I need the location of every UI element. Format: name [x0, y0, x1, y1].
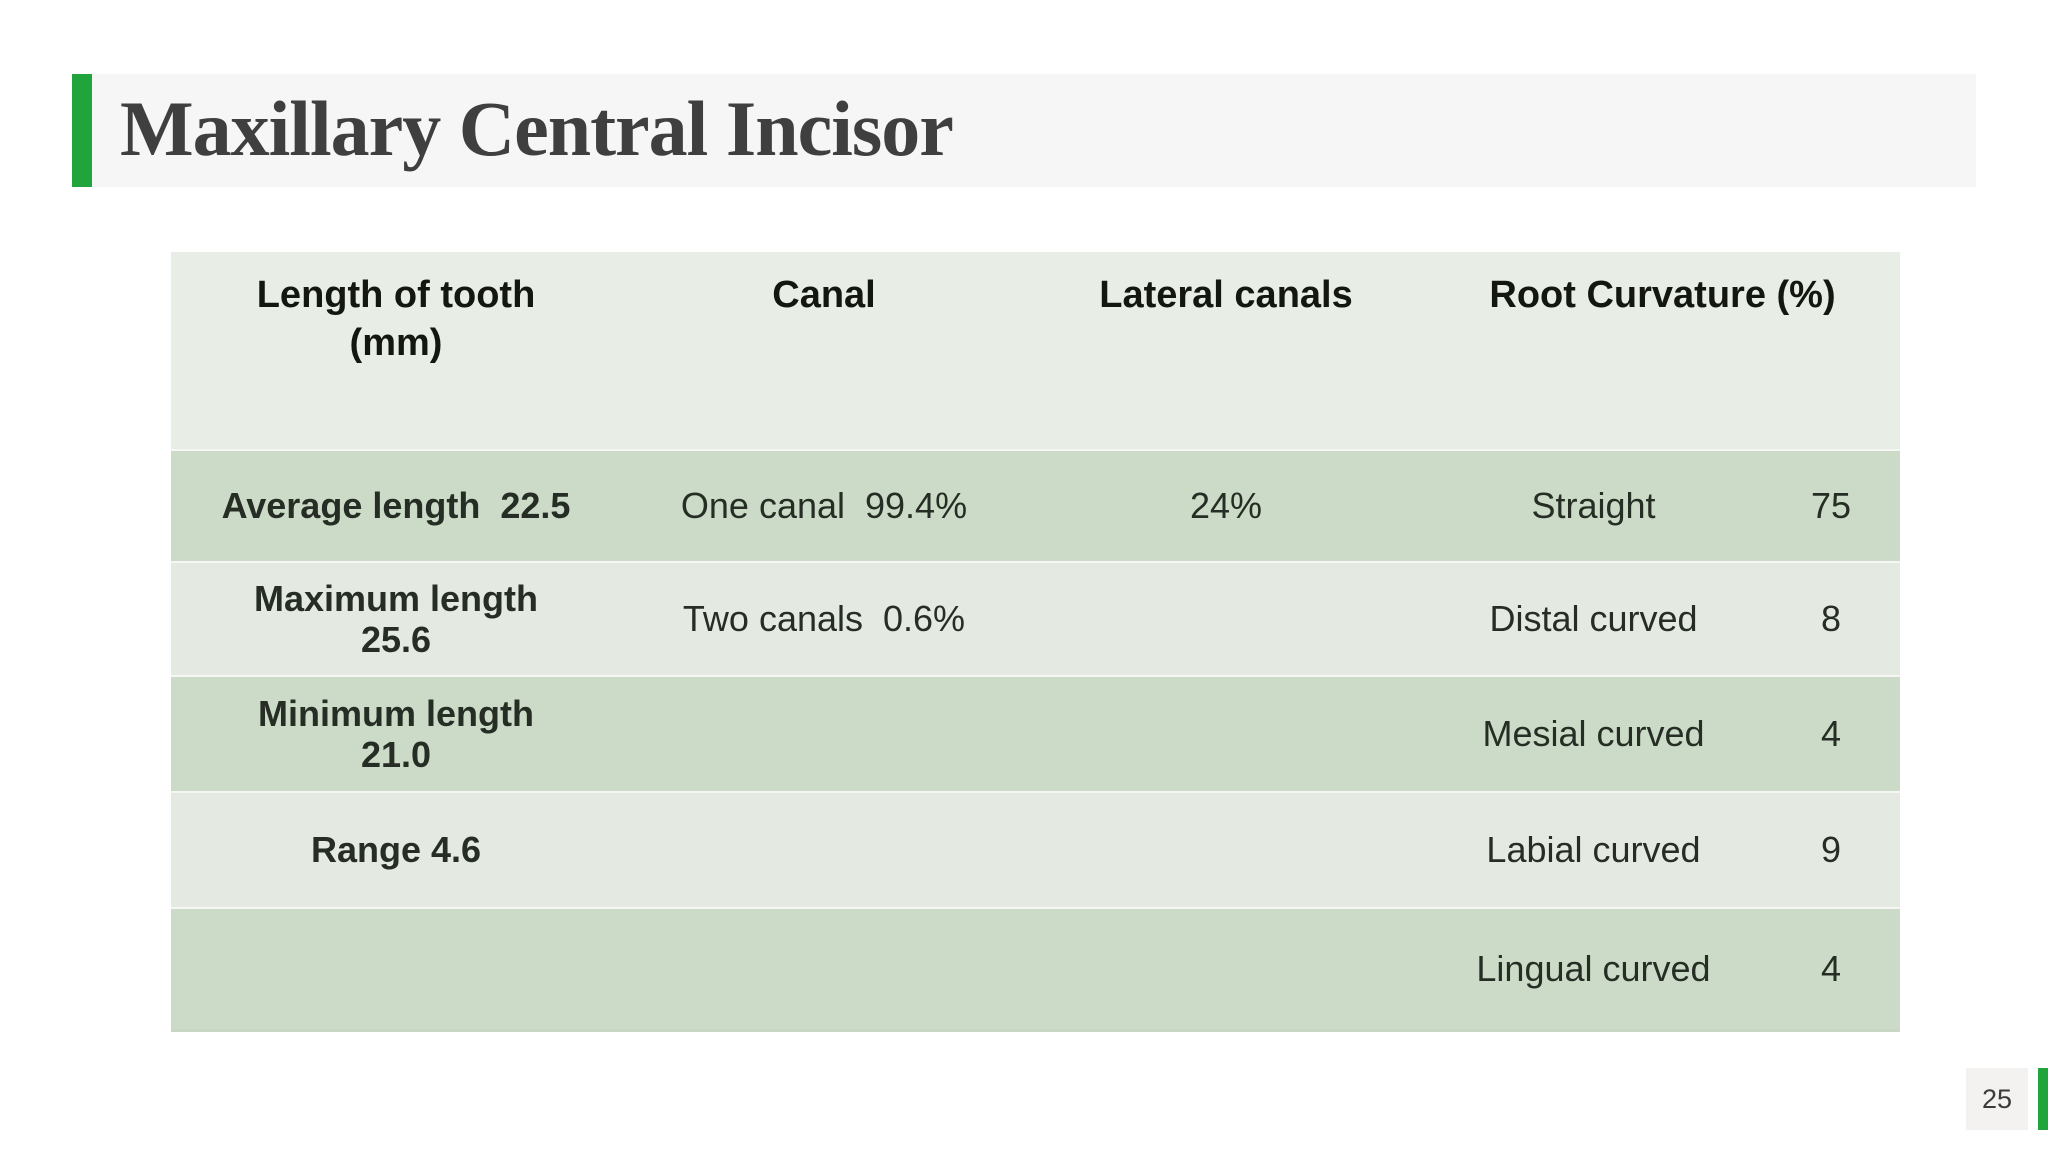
cell-curvature-value: 75 — [1762, 449, 1901, 562]
table-row: Average length 22.5 One canal 99.4% 24% … — [171, 449, 1901, 562]
cell-curvature-label: Straight — [1425, 449, 1762, 562]
cell-canal — [621, 791, 1027, 908]
cell-canal: One canal 99.4% — [621, 449, 1027, 562]
page-title: Maxillary Central Incisor — [120, 85, 954, 172]
cell-lateral-canals — [1027, 907, 1425, 1030]
table-row: Minimum length 21.0 Mesial curved 4 — [171, 675, 1901, 792]
cell-length — [171, 907, 621, 1030]
cell-length: Range 4.6 — [171, 791, 621, 908]
cell-curvature-label: Distal curved — [1425, 561, 1762, 676]
title-band: Maxillary Central Incisor — [92, 74, 1976, 187]
column-header-root-curvature: Root Curvature (%) — [1425, 252, 1901, 450]
table-row: Lingual curved 4 — [171, 907, 1901, 1030]
cell-lateral-canals: 24% — [1027, 449, 1425, 562]
cell-curvature-label: Mesial curved — [1425, 675, 1762, 792]
column-header-length: Length of tooth (mm) — [171, 252, 621, 450]
cell-curvature-label: Labial curved — [1425, 791, 1762, 908]
cell-lateral-canals — [1027, 675, 1425, 792]
tooth-data-table: Length of tooth (mm) Canal Lateral canal… — [171, 252, 1901, 1032]
cell-lateral-canals — [1027, 561, 1425, 676]
cell-curvature-value: 4 — [1762, 675, 1901, 792]
footer-accent-bar — [2038, 1068, 2048, 1130]
page-number: 25 — [1981, 1083, 2013, 1114]
cell-curvature-value: 4 — [1762, 907, 1901, 1030]
title-accent-bar — [72, 74, 92, 187]
table-row: Range 4.6 Labial curved 9 — [171, 791, 1901, 908]
cell-length: Average length 22.5 — [171, 449, 621, 562]
cell-length: Maximum length 25.6 — [171, 561, 621, 676]
cell-length: Minimum length 21.0 — [171, 675, 621, 792]
cell-canal — [621, 675, 1027, 792]
cell-canal: Two canals 0.6% — [621, 561, 1027, 676]
table-row: Maximum length 25.6 Two canals 0.6% Dist… — [171, 561, 1901, 676]
column-header-canal: Canal — [621, 252, 1027, 450]
cell-canal — [621, 907, 1027, 1030]
column-header-lateral-canals: Lateral canals — [1027, 252, 1425, 450]
cell-curvature-value: 9 — [1762, 791, 1901, 908]
table-header-row: Length of tooth (mm) Canal Lateral canal… — [171, 252, 1901, 450]
page-number-badge: 25 — [1966, 1068, 2028, 1130]
cell-curvature-label: Lingual curved — [1425, 907, 1762, 1030]
cell-lateral-canals — [1027, 791, 1425, 908]
cell-curvature-value: 8 — [1762, 561, 1901, 676]
